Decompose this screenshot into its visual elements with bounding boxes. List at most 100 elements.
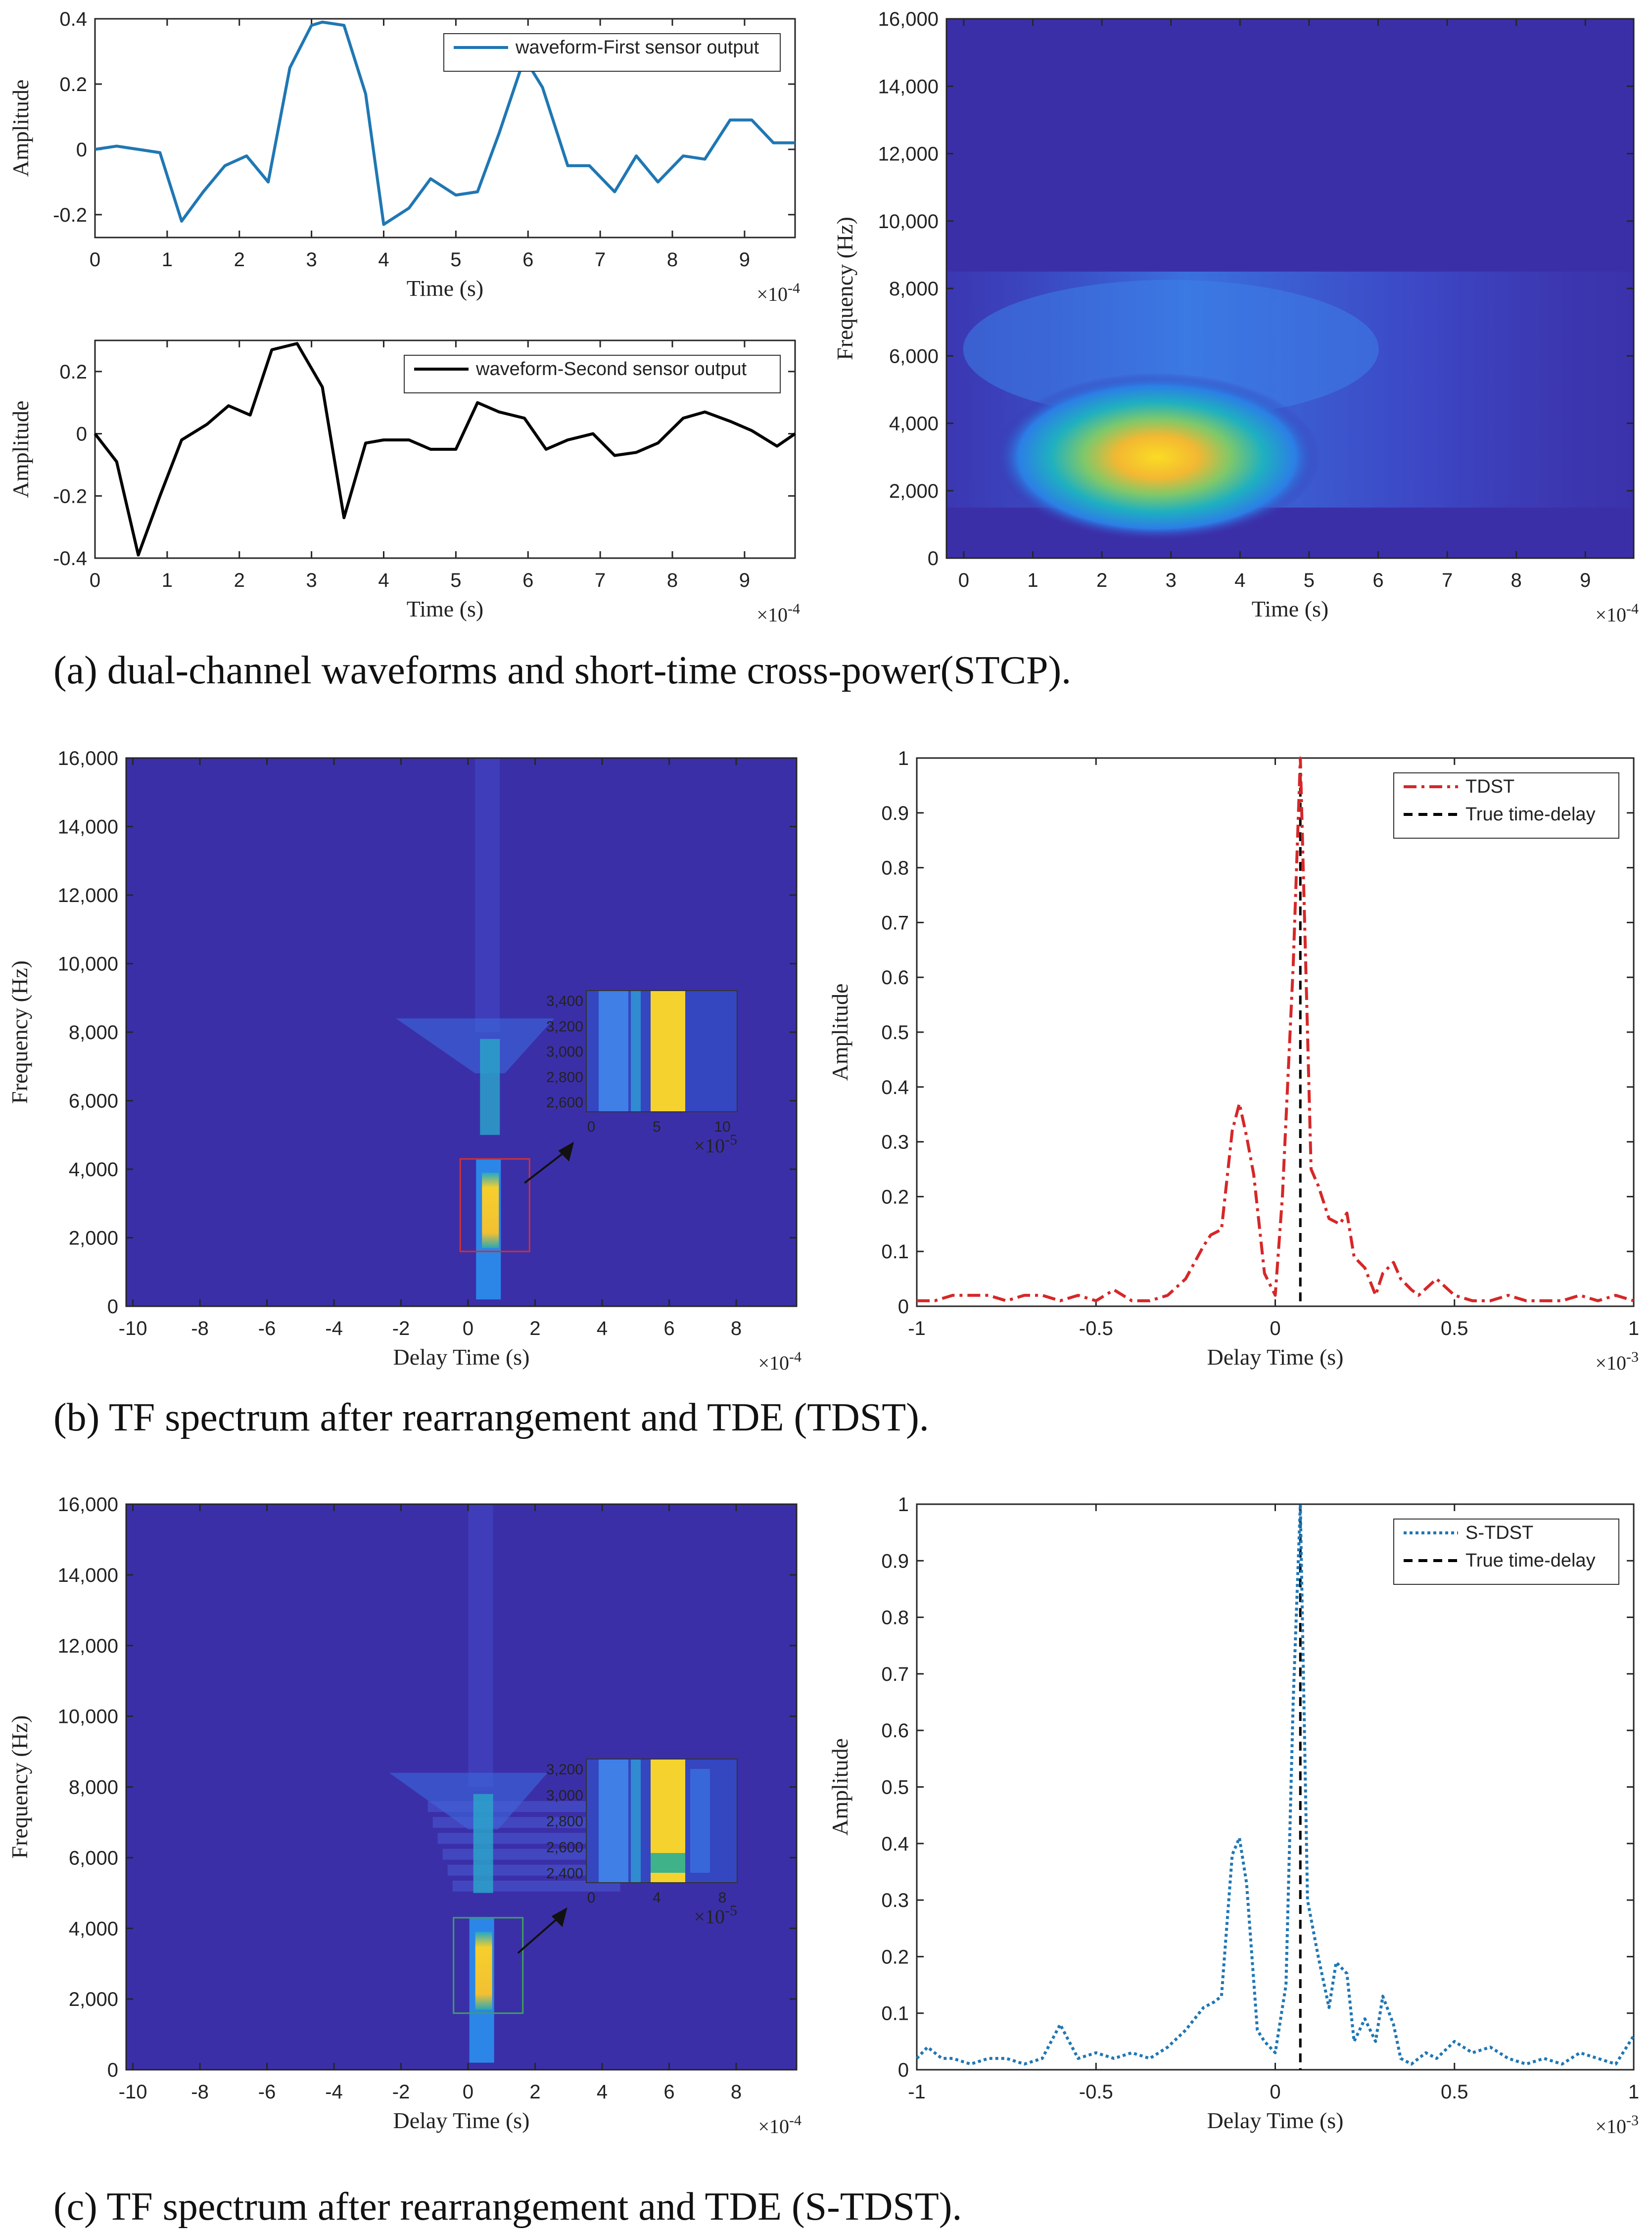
c-left-xtick-label-7: 4 [597, 2081, 608, 2103]
a-bottom-xtick-label-1: 1 [162, 570, 173, 591]
c-right-xtick-label-3: 0.5 [1441, 2081, 1468, 2103]
b-left-ytick-label-1: 2,000 [69, 1228, 118, 1249]
c-right-ylabel: Amplitude [827, 1738, 852, 1836]
a-right-ytick-label-6: 12,000 [878, 143, 939, 165]
b-right-xtick-label-3: 0.5 [1441, 1318, 1468, 1339]
plots-layer: 0 1 2 3 4 5 6 7 8 9 -0.2 0 0.2 0.4 Time (s) Amplitude ×1… [7, 8, 1639, 2138]
b-left-ytick-label-4: 8,000 [69, 1022, 118, 1044]
a-top-xtick-label-0: 0 [90, 249, 100, 271]
b-right-x-exponent: ×10-3 [1595, 1349, 1639, 1374]
a-top-xtick-label-1: 1 [162, 249, 173, 271]
a-right-ytick-label-4: 8,000 [889, 278, 939, 300]
b-left-xtick-label-2: -6 [258, 1318, 276, 1339]
c-left-ytick-label-4: 8,000 [69, 1777, 118, 1799]
a-right-xtick-label-6: 6 [1372, 570, 1383, 591]
a-right-xtick-label-3: 3 [1166, 570, 1177, 591]
c-left-xtick-label-0: -10 [119, 2081, 147, 2103]
b-left-zoom-box [459, 1158, 530, 1252]
a-bottom-xtick-label-3: 3 [306, 570, 317, 591]
a-top-legend-box [443, 33, 781, 72]
b-left-zoom-arrowhead [558, 1141, 574, 1162]
a-top-ytick-label-2: 0.2 [59, 74, 87, 95]
b-left-peak-bar [482, 1172, 499, 1248]
c-left-zoom-arrow [517, 1913, 564, 1954]
c-left-ytick-label-6: 12,000 [58, 1635, 118, 1657]
c-right-x-exponent-power: -3 [1626, 2112, 1639, 2129]
c-left-inset-exponent: ×10-5 [694, 1902, 737, 1928]
b-left-xtick-label-7: 4 [597, 1318, 608, 1339]
b-right-ytick-label-6: 0.6 [881, 967, 909, 989]
b-left-ytick-label-3: 6,000 [69, 1091, 118, 1112]
a-right-band-glow [963, 280, 1379, 419]
b-left-ytick-label-8: 16,000 [58, 748, 118, 769]
a-right-ylabel: Frequency (Hz) [832, 217, 857, 360]
c-right-xtick-label-4: 1 [1628, 2081, 1639, 2103]
a-top-ytick-label-1: 0 [76, 139, 87, 161]
b-left-inset-ytick-1: 2,800 [546, 1069, 583, 1086]
a-right-xtick-label-0: 0 [958, 570, 969, 591]
c-left-inset-xtick-0: 0 [587, 1890, 596, 1906]
c-left-xtick-label-1: -8 [191, 2081, 209, 2103]
b-left-inset-col-2 [631, 991, 641, 1112]
c-left-stripe-0 [427, 1801, 596, 1812]
a-top-xlabel: Time (s) [407, 276, 484, 301]
b-right-ytick-label-8: 0.8 [881, 857, 909, 879]
a-right-ytick-label-0: 0 [928, 548, 939, 570]
b-right-ytick-label-7: 0.7 [881, 912, 909, 934]
b-left-ytick-label-2: 4,000 [69, 1159, 118, 1181]
caption-a: (a) dual-channel waveforms and short-tim… [53, 649, 1072, 692]
b-right-ytick-label-9: 0.9 [881, 803, 909, 824]
a-right-xlabel: Time (s) [1252, 596, 1329, 621]
b-left-ytick-label-5: 10,000 [58, 953, 118, 975]
a-bottom-series-0-line [94, 342, 796, 557]
b-left-inset-exponent-power: -5 [725, 1132, 737, 1148]
a-top-ytick-label-0: -0.2 [53, 204, 87, 226]
a-top-xtick-label-5: 5 [450, 249, 461, 271]
c-left-x-exponent-power: -4 [789, 2112, 802, 2129]
c-right-ytick-label-6: 0.6 [881, 1720, 909, 1742]
b-left-ytick-label-6: 12,000 [58, 885, 118, 906]
c-right-xlabel: Delay Time (s) [1207, 2108, 1344, 2133]
a-bottom-x-exponent-power: -4 [788, 601, 800, 617]
c-right-ytick-label-1: 0.1 [881, 2003, 909, 2025]
a-top-ylabel: Amplitude [8, 80, 33, 177]
b-right-ytick-label-2: 0.2 [881, 1186, 909, 1208]
c-left-inset-ytick-2: 2,800 [546, 1813, 583, 1830]
c-right-ytick-label-5: 0.5 [881, 1777, 909, 1799]
c-left-inset-col-2 [631, 1759, 641, 1883]
c-left-ytick-label-3: 6,000 [69, 1847, 118, 1869]
c-right-ytick-label-8: 0.8 [881, 1607, 909, 1629]
b-right-axes-box [916, 757, 1635, 1307]
b-left-inset-peak-col [651, 991, 685, 1112]
a-top-xtick-label-4: 4 [378, 249, 389, 271]
c-right-ytick-label-4: 0.4 [881, 1833, 909, 1855]
c-right-x-exponent: ×10-3 [1595, 2112, 1639, 2138]
a-bottom-xtick-label-5: 5 [450, 570, 461, 591]
b-right-legend-box [1393, 772, 1619, 839]
b-right-ytick-label-1: 0.1 [881, 1241, 909, 1263]
a-bottom-legend-box [404, 355, 781, 393]
c-left-ytick-label-1: 2,000 [69, 1989, 118, 2010]
b-right-legend-label-1: True time-delay [1465, 804, 1596, 825]
c-left-ytick-label-8: 16,000 [58, 1494, 118, 1516]
a-top-legend-label-0: waveform-First sensor output [515, 37, 759, 58]
c-left-ytick-label-0: 0 [107, 2059, 118, 2081]
a-right-ytick-label-2: 4,000 [889, 413, 939, 435]
b-right-x-exponent-power: -3 [1626, 1349, 1639, 1365]
a-right-xtick-label-9: 9 [1580, 570, 1591, 591]
a-bottom-xtick-label-8: 8 [667, 570, 678, 591]
a-right-ytick-label-3: 6,000 [889, 345, 939, 367]
a-right-peak [993, 373, 1321, 541]
a-bottom-axes-box [94, 339, 796, 559]
a-right-x-exponent-power: -4 [1626, 601, 1639, 617]
c-left-x-exponent: ×10-4 [758, 2112, 802, 2138]
c-left-zoom-arrowhead [551, 1907, 567, 1927]
b-right-xtick-label-0: -1 [908, 1318, 926, 1339]
c-right-ytick-label-2: 0.2 [881, 1946, 909, 1968]
c-left-xtick-label-6: 2 [529, 2081, 540, 2103]
b-left-ylabel: Frequency (Hz) [7, 960, 32, 1104]
c-left-xtick-label-9: 8 [731, 2081, 742, 2103]
b-left-inset-ytick-0: 2,600 [546, 1094, 583, 1111]
b-left-ytick-label-7: 14,000 [58, 816, 118, 838]
